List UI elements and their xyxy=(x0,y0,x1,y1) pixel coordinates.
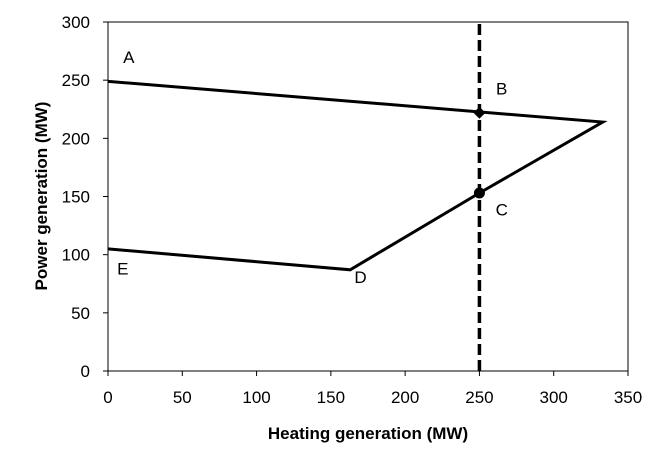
x-tick-label: 300 xyxy=(540,388,568,407)
y-axis-title: Power generation (MW) xyxy=(32,102,51,291)
y-tick-labels: 0 50 100 150 200 250 300 xyxy=(62,13,90,381)
point-labels: A B C D E xyxy=(117,48,508,287)
x-tick-label: 100 xyxy=(242,388,270,407)
x-tick-label: 0 xyxy=(103,388,112,407)
plot-area xyxy=(107,21,629,372)
y-tick-label: 0 xyxy=(81,362,90,381)
marker-diamond xyxy=(473,106,486,119)
point-label-d: D xyxy=(354,268,366,287)
point-label-c: C xyxy=(496,200,508,219)
y-tick-label: 250 xyxy=(62,71,90,90)
y-tick-label: 300 xyxy=(62,13,90,32)
axis-ticks xyxy=(103,21,629,376)
y-tick-label: 200 xyxy=(62,129,90,148)
series-layer xyxy=(107,22,608,371)
y-tick-label: 150 xyxy=(62,188,90,207)
x-tick-label: 150 xyxy=(317,388,345,407)
point-label-a: A xyxy=(123,48,135,67)
x-tick-labels: 0 50 100 150 200 250 300 350 xyxy=(103,388,642,407)
plot-frame xyxy=(107,21,629,372)
x-tick-label: 350 xyxy=(614,388,642,407)
marker-layer xyxy=(473,106,486,199)
marker-circle xyxy=(473,187,485,199)
x-axis-title: Heating generation (MW) xyxy=(268,424,468,443)
operating-region-line xyxy=(107,79,608,272)
x-tick-label: 250 xyxy=(465,388,493,407)
point-label-e: E xyxy=(117,260,128,279)
point-label-b: B xyxy=(496,79,507,98)
x-tick-label: 50 xyxy=(173,388,192,407)
x-tick-label: 200 xyxy=(391,388,419,407)
y-tick-label: 50 xyxy=(71,304,90,323)
y-tick-label: 100 xyxy=(62,246,90,265)
